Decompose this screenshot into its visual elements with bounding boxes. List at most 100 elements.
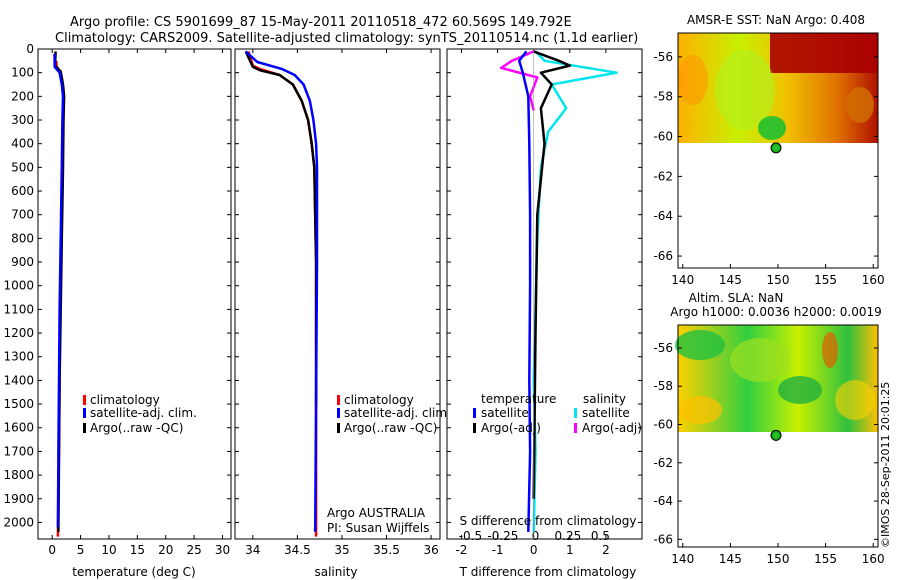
sst-cool-patch — [715, 50, 775, 130]
sst-orange-patch — [846, 87, 874, 123]
map-x-tick-label: 160 — [862, 552, 885, 566]
sst-heatmap-texture — [678, 33, 878, 140]
x-tick-label: -2 — [455, 543, 467, 557]
map-y-tick-label: -64 — [653, 494, 673, 508]
series-line-satellite-adj-clim- — [53, 53, 65, 528]
y-tick-label: 400 — [11, 137, 34, 151]
legend-swatch-temp-argo — [473, 423, 476, 433]
series-line-satellite-temperature- — [517, 50, 532, 532]
argo-position-marker — [770, 429, 782, 441]
map-y-tick-label: -58 — [653, 379, 673, 393]
x-top-tick-label: 0 — [532, 529, 540, 543]
legend-label-climatology: climatology — [90, 393, 160, 407]
y-tick-label: 1100 — [3, 302, 34, 316]
map-y-tick-label: -56 — [653, 50, 673, 64]
map-x-tick-label: 155 — [814, 552, 837, 566]
sla-patch-f — [835, 380, 875, 420]
x-tick-label: 0 — [530, 543, 538, 557]
salinity-axes: 34 34.5 35 35.5 36 — [235, 48, 440, 557]
sla-map-title-line2: Argo h1000: 0.0036 h2000: 0.0019 — [670, 305, 882, 319]
salinity-legend: climatology satellite-adj. clim. Argo(..… — [337, 393, 451, 435]
sst-green-patch — [758, 116, 786, 140]
sla-map-axes: 140 145 150 155 160 -56 -58 -60 -62 -64 -66 — [653, 341, 884, 566]
y-tick-label: 600 — [11, 184, 34, 198]
y-tick-label: 0 — [26, 42, 34, 56]
map-y-tick-label: -60 — [653, 418, 673, 432]
x-tick-label: 15 — [130, 543, 145, 557]
y-tick-label: 1700 — [3, 444, 34, 458]
legend-label-climatology: climatology — [344, 393, 414, 407]
map-y-tick-label: -66 — [653, 249, 673, 263]
x-tick-label: 35.5 — [373, 543, 400, 557]
temperature-axes: 0100200300400500600700800900100011001200… — [3, 42, 231, 557]
y-tick-label: 1600 — [3, 421, 34, 435]
sla-patch-a — [675, 330, 725, 360]
x-tick-label: 34.5 — [284, 543, 311, 557]
x-tick-label: 35 — [334, 543, 349, 557]
x-tick-label: 34 — [245, 543, 260, 557]
map-x-tick-label: 145 — [719, 552, 742, 566]
x-tick-label: 5 — [77, 543, 85, 557]
sst-map-title: AMSR-E SST: NaN Argo: 0.408 — [687, 13, 865, 27]
y-tick-label: 1300 — [3, 350, 34, 364]
sla-patch-e — [678, 396, 722, 424]
legend-title-salinity: salinity — [583, 392, 626, 406]
map-x-tick-label: 150 — [767, 273, 790, 287]
temperature-panel: 0100200300400500600700800900100011001200… — [3, 42, 232, 579]
y-tick-label: 1400 — [3, 373, 34, 387]
x-top-tick-label: -0.25 — [487, 529, 518, 543]
sla-heatmap-texture — [675, 330, 875, 424]
sla-map-panel: Altim. SLA: NaN Argo h1000: 0.0036 h2000… — [653, 291, 884, 566]
annotation-argo-australia: Argo AUSTRALIA — [327, 506, 426, 520]
map-y-tick-label: -64 — [653, 209, 673, 223]
sst-west-patch — [678, 55, 708, 105]
temperature-xlabel: temperature (deg C) — [72, 565, 195, 579]
map-x-tick-label: 160 — [862, 273, 885, 287]
figure-title-line2: Climatology: CARS2009. Satellite-adjuste… — [55, 31, 638, 46]
legend-label-sal-satellite: satellite — [582, 406, 630, 420]
legend-title-temperature: temperature — [481, 392, 556, 406]
x-tick-label: 1 — [566, 543, 574, 557]
map-y-tick-label: -66 — [653, 532, 673, 546]
map-y-tick-label: -60 — [653, 130, 673, 144]
series-line-argo-adj-temperature- — [532, 50, 572, 499]
x-tick-label: 36 — [423, 543, 438, 557]
y-tick-label: 300 — [11, 113, 34, 127]
legend-swatch-satellite — [337, 408, 340, 418]
temperature-axes-frame — [37, 48, 232, 540]
y-tick-label: 2000 — [3, 515, 34, 529]
y-tick-label: 1900 — [3, 492, 34, 506]
map-y-tick-label: -62 — [653, 456, 673, 470]
x-tick-label: 0 — [48, 543, 56, 557]
map-x-tick-label: 140 — [671, 273, 694, 287]
legend-swatch-climatology — [337, 395, 340, 405]
map-x-tick-label: 155 — [814, 273, 837, 287]
argo-position-marker — [770, 142, 782, 154]
legend-label-argo: Argo(..raw -QC) — [344, 421, 437, 435]
difference-xlabel: T difference from climatology — [459, 565, 637, 579]
salinity-panel: 34 34.5 35 35.5 36 salinity climatology sate… — [234, 48, 451, 579]
legend-label-temp-argo: Argo(-adj) — [481, 421, 541, 435]
credit-timestamp: ©IMOS 28-Sep-2011 20:01:25 — [879, 382, 892, 548]
x-tick-label: 30 — [215, 543, 230, 557]
x-tick-label: -1 — [492, 543, 504, 557]
series-line-argo-adj-salinity- — [499, 50, 539, 111]
difference-axes-frame — [446, 48, 643, 540]
sla-patch-d — [822, 332, 838, 368]
difference-legend: temperature salinity satellite Argo(-adj… — [473, 392, 642, 435]
map-y-tick-label: -62 — [653, 169, 673, 183]
x-tick-label: 25 — [186, 543, 201, 557]
map-y-tick-label: -58 — [653, 90, 673, 104]
figure-title-line1: Argo profile: CS 5901699_87 15-May-2011 … — [70, 15, 572, 30]
y-tick-label: 500 — [11, 160, 34, 174]
legend-label-argo: Argo(..raw -QC) — [90, 421, 183, 435]
sla-map-title-line1: Altim. SLA: NaN — [689, 291, 784, 305]
map-x-tick-label: 150 — [767, 552, 790, 566]
annotation-pi: PI: Susan Wijffels — [327, 521, 429, 535]
series-line-satellite-adj-clim- — [244, 50, 319, 532]
y-tick-label: 1000 — [3, 279, 34, 293]
difference-xlabel-top: S difference from climatology — [460, 514, 637, 528]
y-tick-label: 1500 — [3, 397, 34, 411]
salinity-axes-frame — [234, 48, 441, 540]
